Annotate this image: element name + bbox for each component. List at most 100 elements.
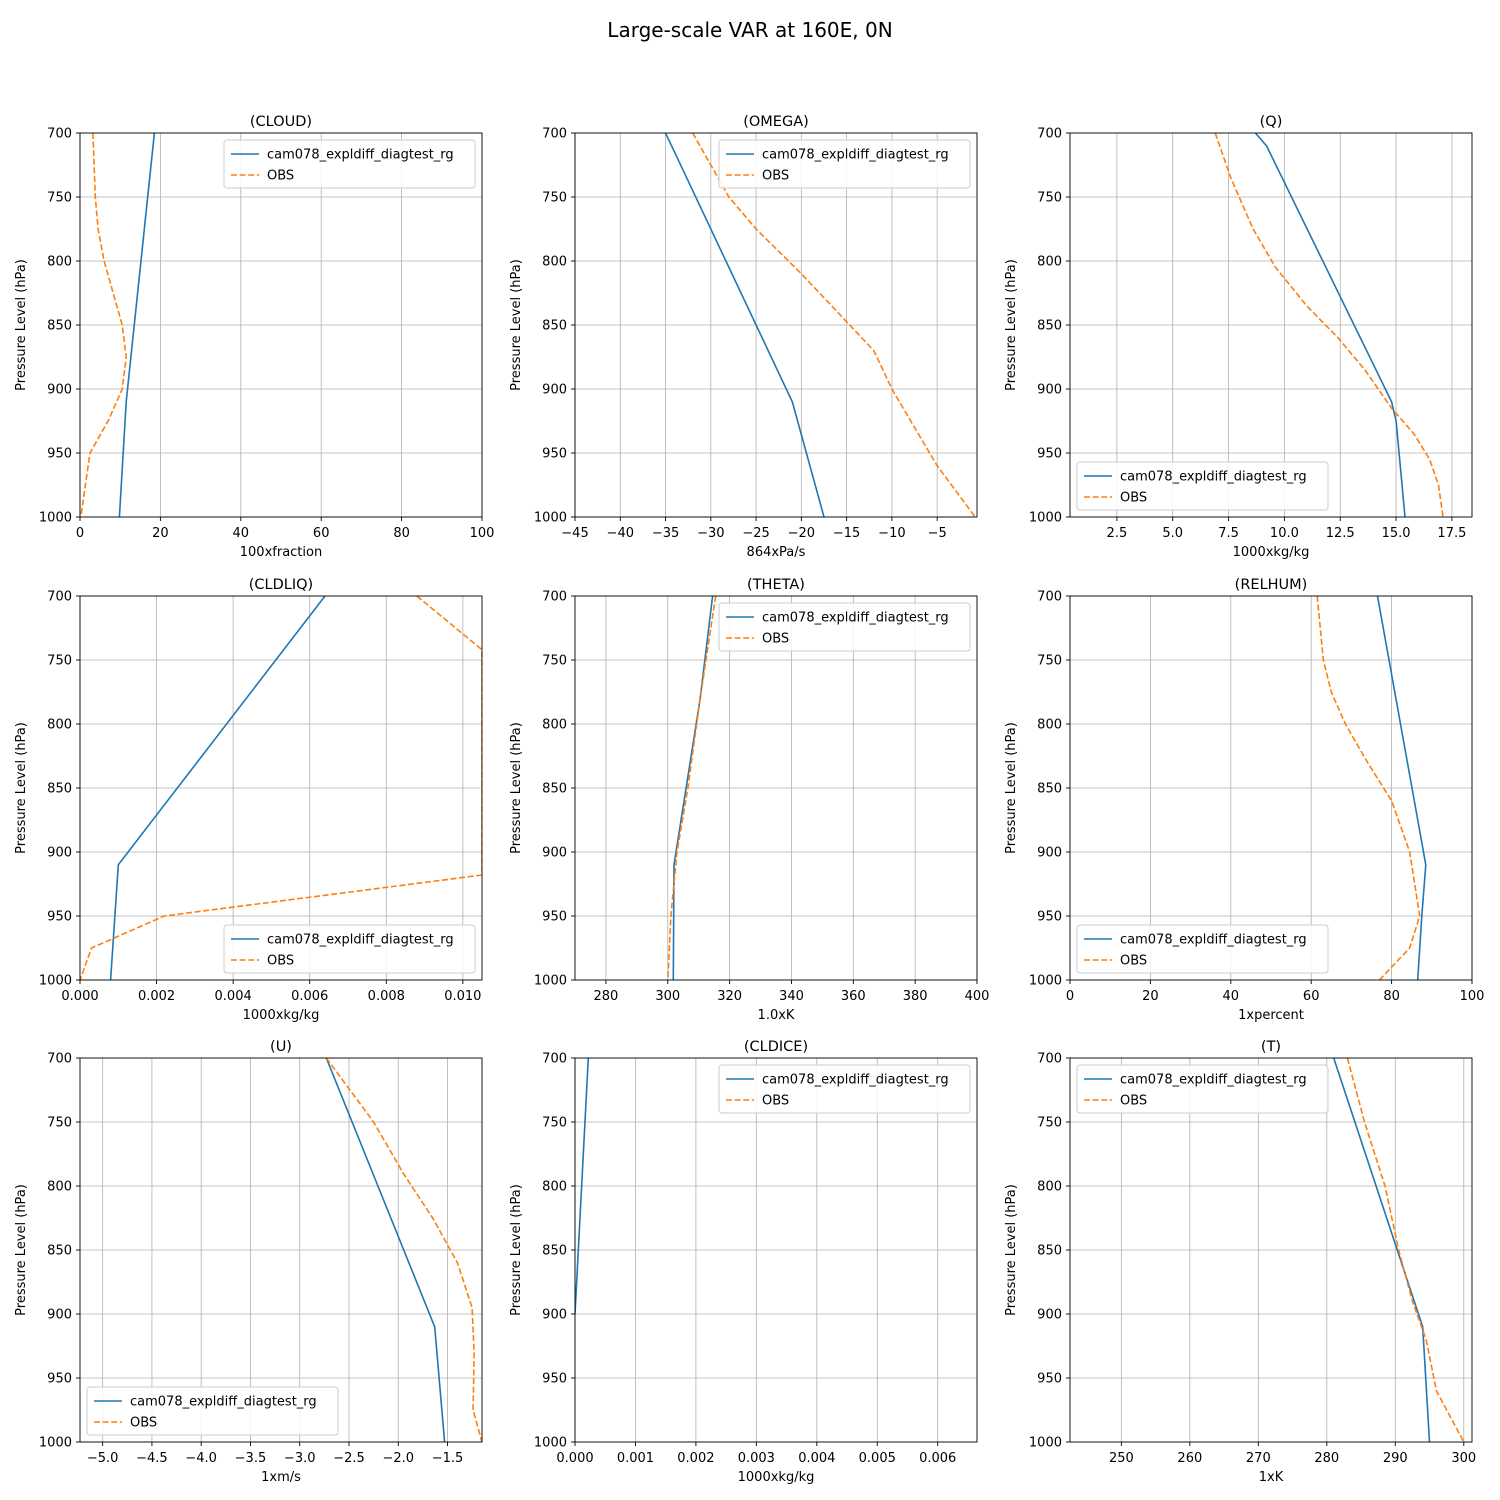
y-tick-label: 750 [47,654,72,669]
x-axis-label: 1xK [1259,1470,1284,1485]
panel-title: (CLDLIQ) [249,577,313,593]
y-tick-label: 700 [542,127,567,142]
legend-label: cam078_expldiff_diagtest_rg [130,1395,317,1410]
x-tick-label: 40 [1223,989,1240,1004]
x-axis-label: 100xfraction [240,545,322,560]
x-tick-label: 40 [233,526,250,541]
y-tick-label: 900 [47,383,72,398]
x-tick-label: 0.000 [61,989,98,1004]
legend: cam078_expldiff_diagtest_rg OBS [223,924,476,974]
y-tick-label: 800 [47,255,72,270]
legend: cam078_expldiff_diagtest_rg OBS [1076,1064,1329,1114]
panel-title: (CLDICE) [744,1039,808,1055]
x-tick-label: 0.004 [215,989,252,1004]
x-tick-label: −5 [928,526,947,541]
y-tick-label: 1000 [534,974,567,989]
x-axis-label: 1xpercent [1238,1008,1304,1023]
y-tick-label: 1000 [39,974,72,989]
legend: cam078_expldiff_diagtest_rg OBS [223,139,476,189]
x-tick-label: 0.002 [138,989,175,1004]
legend-box [223,139,476,189]
y-axis-label: Pressure Level (hPa) [14,722,29,854]
x-tick-label: 250 [1109,1451,1134,1466]
x-tick-label: 80 [1383,989,1400,1004]
y-tick-label: 850 [47,319,72,334]
legend-box [718,139,971,189]
legend-box [86,1386,339,1436]
x-axis-label: 1.0xK [758,1008,795,1023]
y-tick-label: 750 [47,191,72,206]
chart-panel-5: 280 300 320 340 360 380 400 700 750 800 850 900 950 1… [509,577,989,1023]
legend: cam078_expldiff_diagtest_rg OBS [86,1386,339,1436]
y-tick-label: 950 [47,447,72,462]
y-tick-label: 750 [47,1116,72,1131]
x-tick-label: 100 [1460,989,1485,1004]
x-tick-label: 0.004 [798,1451,835,1466]
chart-panel-9: 250 260 270 280 290 300 700 750 800 850 900 950 1000… [1004,1039,1476,1485]
y-axis-label: Pressure Level (hPa) [14,259,29,391]
chart-panel-3: 2.5 5.0 7.5 10.0 12.5 15.0 17.5 700 750 800 850 900… [1004,114,1473,560]
y-tick-label: 900 [1037,846,1062,861]
x-axis-label: 1000xkg/kg [243,1008,320,1023]
x-tick-label: 5.0 [1162,526,1183,541]
chart-panel-7: −5.0 −4.5 −4.0 −3.5 −3.0 −2.5 −2.0 −1.5 700 750 80… [14,1039,483,1485]
x-tick-label: 360 [841,989,866,1004]
x-tick-label: 0.002 [677,1451,714,1466]
y-tick-label: 950 [47,1372,72,1387]
x-tick-label: −30 [697,526,724,541]
y-axis-label: Pressure Level (hPa) [509,722,524,854]
panel-title: (U) [270,1039,292,1055]
x-tick-label: 80 [393,526,410,541]
series-line-model [118,133,156,517]
x-tick-label: −4.0 [185,1451,217,1466]
x-tick-label: 10.0 [1270,526,1299,541]
y-tick-label: 700 [1037,590,1062,605]
x-tick-label: −40 [607,526,634,541]
y-tick-label: 750 [542,654,567,669]
y-tick-label: 850 [1037,319,1062,334]
series-line-model [109,596,326,980]
y-tick-label: 950 [1037,1372,1062,1387]
y-tick-label: 700 [47,1052,72,1067]
x-tick-label: 20 [152,526,169,541]
x-tick-label: −2.0 [382,1451,414,1466]
x-tick-label: 0.006 [919,1451,956,1466]
legend-label: cam078_expldiff_diagtest_rg [762,148,949,163]
x-tick-label: −45 [561,526,588,541]
x-tick-label: −20 [788,526,815,541]
legend-label: OBS [762,169,789,184]
x-tick-label: 60 [313,526,330,541]
y-tick-label: 750 [542,191,567,206]
y-tick-label: 700 [47,590,72,605]
series-line-model [672,596,714,980]
x-tick-label: −5.0 [87,1451,119,1466]
y-tick-label: 700 [47,127,72,142]
x-tick-label: 290 [1383,1451,1408,1466]
x-tick-label: 0 [1066,989,1074,1004]
y-tick-label: 700 [542,1052,567,1067]
y-tick-label: 850 [542,782,567,797]
y-tick-label: 850 [1037,1244,1062,1259]
panel-title: (RELHUM) [1235,577,1308,593]
y-tick-label: 1000 [534,1436,567,1451]
y-tick-label: 800 [1037,1180,1062,1195]
legend-label: cam078_expldiff_diagtest_rg [762,611,949,626]
y-axis-label: Pressure Level (hPa) [1004,1184,1019,1316]
y-tick-label: 850 [47,782,72,797]
x-tick-label: −3.5 [235,1451,267,1466]
x-tick-label: 20 [1142,989,1159,1004]
x-tick-label: −10 [878,526,905,541]
series-line-model [325,1058,446,1442]
series-line-obs [1346,1058,1465,1442]
y-tick-label: 800 [47,718,72,733]
x-tick-label: 7.5 [1218,526,1239,541]
y-tick-label: 800 [542,255,567,270]
legend-label: cam078_expldiff_diagtest_rg [1120,933,1307,948]
legend-label: cam078_expldiff_diagtest_rg [1120,470,1307,485]
legend: cam078_expldiff_diagtest_rg OBS [718,602,971,652]
y-tick-label: 1000 [534,511,567,526]
y-tick-label: 1000 [1029,1436,1062,1451]
chart-panel-4: 0.000 0.002 0.004 0.006 0.008 0.010 700 750 800 8… [14,577,483,1023]
y-tick-label: 900 [47,1308,72,1323]
y-tick-label: 950 [47,910,72,925]
